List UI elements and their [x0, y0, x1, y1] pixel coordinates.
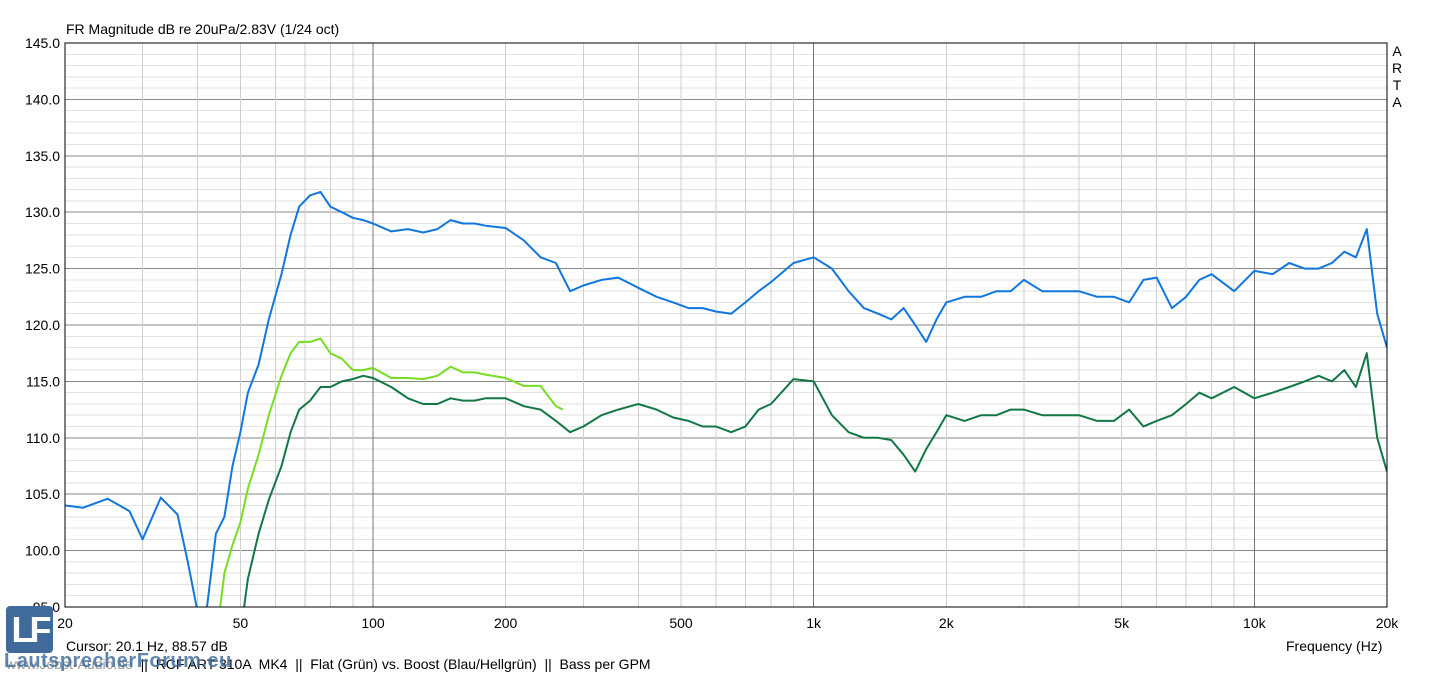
- x-tick-label: 10k: [1243, 615, 1267, 631]
- x-tick-label: 1k: [806, 615, 822, 631]
- x-tick-label: 50: [233, 615, 249, 631]
- footer-separator: ||: [287, 656, 311, 672]
- x-axis-tick-labels: 20 50 100 200 500 1k 2k 5k 10k 20k: [57, 615, 1399, 631]
- y-tick-label: 135.0: [25, 148, 60, 164]
- y-tick-label: 105.0: [25, 486, 60, 502]
- x-axis-label: Frequency (Hz): [1286, 638, 1383, 654]
- footer-separator: ||: [536, 656, 560, 672]
- footer-separator: ||: [132, 656, 156, 672]
- footer-note: Bass per GPM: [559, 656, 651, 672]
- series-line-blue: [65, 190, 1387, 607]
- footer-description: Flat (Grün) vs. Boost (Blau/Hellgrün): [310, 656, 537, 672]
- y-tick-label: 125.0: [25, 261, 60, 277]
- lautsprecherforum-logo: LF: [6, 606, 53, 653]
- chart-title: FR Magnitude dB re 20uPa/2.83V (1/24 oct…: [66, 21, 340, 37]
- x-tick-label: 20: [57, 615, 73, 631]
- cursor-readout: Cursor: 20.1 Hz, 88.57 dB: [66, 638, 228, 654]
- series-line-dark-green: [243, 352, 1387, 607]
- y-tick-label: 120.0: [25, 317, 60, 333]
- arta-letter: T: [1392, 77, 1402, 93]
- chart-footer: www.Jobst-Audio.de || RCF ART 310A MK4 |…: [6, 656, 651, 672]
- chart-series: [65, 190, 1387, 607]
- series-line-light-green: [219, 337, 564, 607]
- arta-letter: A: [1392, 94, 1402, 110]
- y-tick-label: 115.0: [26, 373, 60, 389]
- chart-grid: [65, 43, 1387, 607]
- arta-watermark: A R T A: [1390, 43, 1404, 111]
- y-tick-label: 130.0: [25, 204, 60, 220]
- arta-letter: R: [1391, 60, 1403, 76]
- footer-product: RCF ART 310A MK4: [155, 656, 288, 672]
- y-axis-tick-labels: 95.0100.0105.0110.0115.0120.0125.0130.01…: [25, 35, 60, 615]
- y-tick-label: 140.0: [25, 91, 60, 107]
- y-tick-label: 110.0: [26, 430, 60, 446]
- arta-letter: A: [1392, 43, 1402, 59]
- plot-frame: [64, 42, 1388, 608]
- x-tick-label: 2k: [939, 615, 955, 631]
- x-tick-label: 200: [494, 615, 518, 631]
- logo-watermark-text: LautsprecherForum.eu: [4, 650, 232, 672]
- x-tick-label: 500: [669, 615, 693, 631]
- x-tick-label: 100: [361, 615, 385, 631]
- footer-site: www.Jobst-Audio.de: [6, 656, 133, 672]
- y-tick-label: 100.0: [25, 543, 60, 559]
- y-tick-label: 145.0: [25, 35, 60, 51]
- x-tick-label: 5k: [1114, 615, 1130, 631]
- x-tick-label: 20k: [1376, 615, 1400, 631]
